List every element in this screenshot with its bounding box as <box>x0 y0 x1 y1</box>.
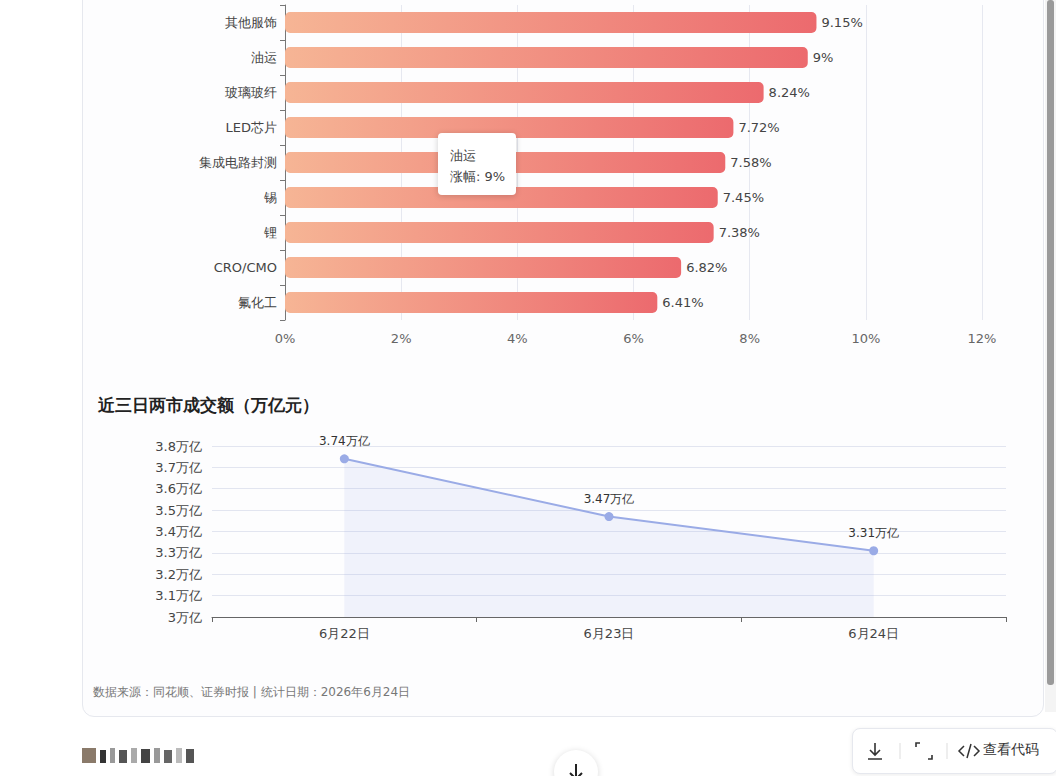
svg-text:锡: 锡 <box>263 190 277 205</box>
svg-text:7.72%: 7.72% <box>738 120 779 135</box>
svg-text:2%: 2% <box>391 331 412 346</box>
svg-text:6月24日: 6月24日 <box>848 626 899 641</box>
svg-text:6.82%: 6.82% <box>686 260 727 275</box>
html-text:查看代码: 查看代码 <box>983 741 1039 757</box>
svg-text:7.58%: 7.58% <box>730 155 771 170</box>
svg-text:集成电路封测: 集成电路封测 <box>199 155 277 170</box>
svg-text:3.47万亿: 3.47万亿 <box>584 492 635 506</box>
svg-text:3.1万亿: 3.1万亿 <box>155 588 202 603</box>
html-text:油运: 油运 <box>450 148 476 163</box>
svg-text:6.41%: 6.41% <box>662 295 703 310</box>
html-text:涨幅: 9%: 涨幅: 9% <box>450 169 506 184</box>
svg-text:6%: 6% <box>623 331 644 346</box>
svg-text:3万亿: 3万亿 <box>168 610 202 625</box>
svg-text:3.5万亿: 3.5万亿 <box>155 503 202 518</box>
svg-text:3.2万亿: 3.2万亿 <box>155 567 202 582</box>
svg-text:锂: 锂 <box>263 225 277 240</box>
svg-text:玻璃玻纤: 玻璃玻纤 <box>225 85 277 100</box>
svg-text:9.15%: 9.15% <box>821 15 862 30</box>
svg-text:油运: 油运 <box>251 50 277 65</box>
svg-text:8.24%: 8.24% <box>769 85 810 100</box>
svg-text:3.6万亿: 3.6万亿 <box>155 481 202 496</box>
svg-text:其他服饰: 其他服饰 <box>225 15 277 30</box>
svg-text:LED芯片: LED芯片 <box>226 120 277 135</box>
svg-text:6月22日: 6月22日 <box>319 626 370 641</box>
svg-text:3.74万亿: 3.74万亿 <box>319 434 370 448</box>
svg-text:7.45%: 7.45% <box>723 190 764 205</box>
svg-text:9%: 9% <box>813 50 834 65</box>
svg-text:3.8万亿: 3.8万亿 <box>155 439 202 454</box>
svg-text:7.38%: 7.38% <box>719 225 760 240</box>
svg-text:8%: 8% <box>739 331 760 346</box>
svg-text:4%: 4% <box>507 331 528 346</box>
svg-text:10%: 10% <box>851 331 880 346</box>
svg-text:3.31万亿: 3.31万亿 <box>848 526 899 540</box>
svg-text:3.7万亿: 3.7万亿 <box>155 460 202 475</box>
svg-text:0%: 0% <box>275 331 296 346</box>
svg-text:3.3万亿: 3.3万亿 <box>155 545 202 560</box>
svg-text:3.4万亿: 3.4万亿 <box>155 524 202 539</box>
svg-text:12%: 12% <box>968 331 997 346</box>
svg-text:氟化工: 氟化工 <box>238 295 277 310</box>
svg-text:6月23日: 6月23日 <box>584 626 635 641</box>
html-text:数据来源：同花顺、证券时报 | 统计日期：2026年6月24: 数据来源：同花顺、证券时报 | 统计日期：2026年6月24日 <box>93 685 411 699</box>
svg-text:CRO/CMO: CRO/CMO <box>214 260 277 275</box>
svg-text:近三日两市成交额（万亿元）: 近三日两市成交额（万亿元） <box>97 395 319 415</box>
